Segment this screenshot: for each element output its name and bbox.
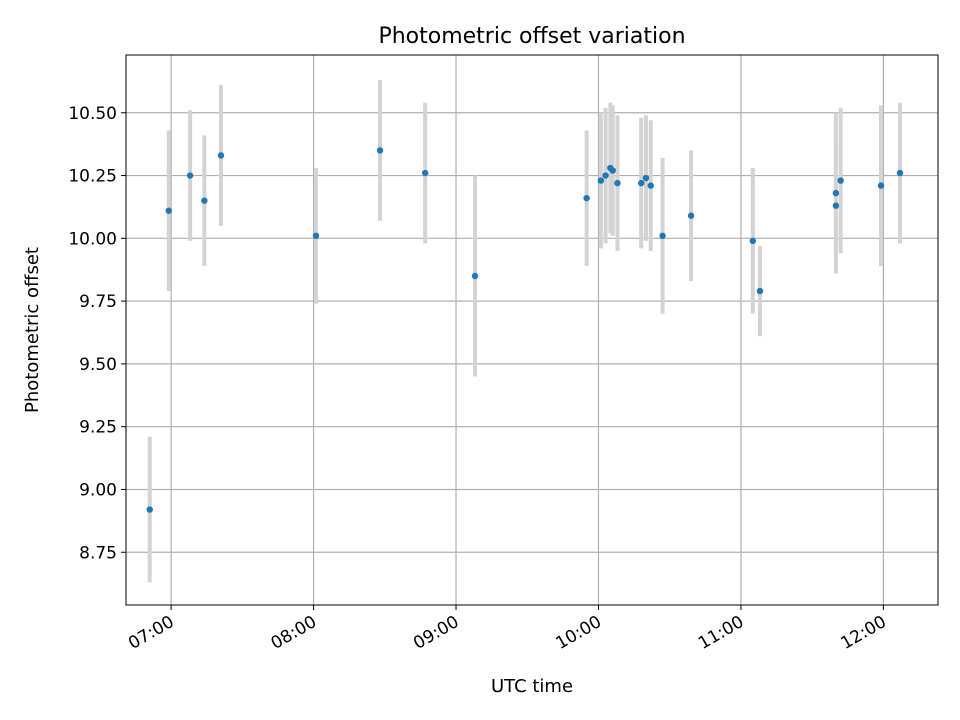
data-point xyxy=(832,202,840,209)
data-point xyxy=(421,169,429,177)
y-tick-label: 9.25 xyxy=(79,418,117,438)
chart-title: Photometric offset variation xyxy=(378,24,685,49)
data-point xyxy=(749,237,757,245)
data-point xyxy=(609,167,616,174)
x-axis-label: UTC time xyxy=(491,676,573,697)
data-point xyxy=(583,194,590,202)
data-point xyxy=(756,287,764,295)
grid xyxy=(126,55,938,605)
y-tick-label: 9.00 xyxy=(79,480,117,500)
data-point xyxy=(201,197,208,204)
data-point xyxy=(896,169,904,177)
y-tick-label: 10.25 xyxy=(68,167,117,187)
data-point xyxy=(597,177,605,184)
data-point xyxy=(471,272,479,280)
y-tick-label: 10.00 xyxy=(68,229,117,249)
plot-frame xyxy=(125,54,939,606)
data-point xyxy=(877,182,885,189)
data-point xyxy=(614,179,621,187)
data-point xyxy=(687,212,695,219)
y-tick-label: 10.50 xyxy=(68,104,117,124)
data-point xyxy=(832,189,840,197)
data-point xyxy=(638,179,645,187)
data-point xyxy=(312,232,320,240)
y-tick-label: 9.75 xyxy=(79,292,117,312)
data-point xyxy=(186,172,194,179)
data-point xyxy=(642,174,650,182)
y-axis-label: Photometric offset xyxy=(22,247,43,413)
data-point xyxy=(602,172,609,179)
data-point xyxy=(146,506,153,513)
data-points xyxy=(146,147,904,513)
y-tick-label: 9.50 xyxy=(79,355,117,375)
data-point xyxy=(376,147,384,154)
y-tick-label: 8.75 xyxy=(79,543,117,563)
data-point xyxy=(659,232,666,240)
data-point xyxy=(647,182,654,189)
y-axis-ticks: 8.75 9.00 9.25 9.50 9.75 10.00 10.25 10.50 xyxy=(68,104,126,563)
data-point xyxy=(217,152,225,159)
data-point xyxy=(837,177,844,184)
data-point xyxy=(165,207,172,214)
